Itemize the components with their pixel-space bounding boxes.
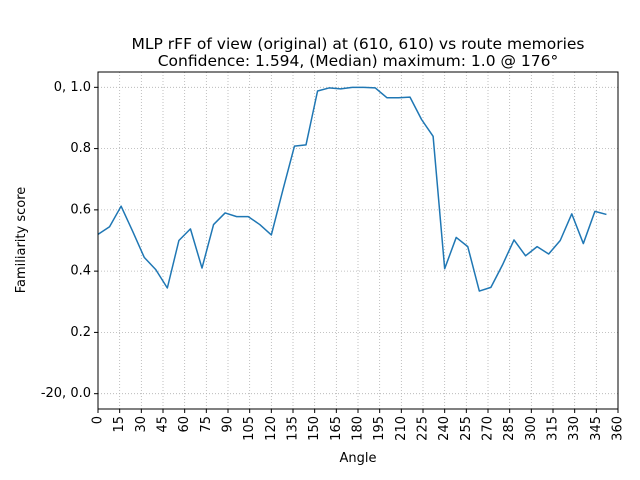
x-tick-label: 360 [611, 416, 626, 441]
x-tick-label: 270 [481, 416, 496, 441]
x-tick-label: 255 [459, 416, 474, 441]
y-tick-label: 0.8 [70, 141, 91, 156]
x-axis-label: Angle [340, 451, 377, 466]
x-tick-label: 240 [437, 416, 452, 441]
x-tick-label: 330 [567, 416, 582, 441]
x-tick-label: 135 [286, 416, 301, 441]
x-tick-label: 150 [307, 416, 322, 441]
chart-title-line-1: MLP rFF of view (original) at (610, 610)… [132, 35, 585, 53]
axis-ticks: 0 15 30 45 60 75 90 105 120 135 150 165 180 195 210 225… [41, 80, 626, 441]
x-tick-label: 90 [221, 416, 236, 433]
x-tick-label: 345 [589, 416, 604, 441]
x-tick-label: 315 [546, 416, 561, 441]
x-tick-label: 165 [329, 416, 344, 441]
chart-title-line-2: Confidence: 1.594, (Median) maximum: 1.0… [158, 52, 559, 70]
y-tick-label: 0.2 [70, 325, 91, 340]
x-tick-label: 45 [156, 416, 171, 433]
x-tick-label: 195 [372, 416, 387, 441]
x-tick-label: 120 [264, 416, 279, 441]
x-tick-label: 180 [351, 416, 366, 441]
x-tick-label: 210 [394, 416, 409, 441]
x-tick-label: 300 [524, 416, 539, 441]
x-tick-label: 75 [199, 416, 214, 433]
y-tick-label: 0.6 [70, 202, 91, 217]
x-tick-label: 285 [502, 416, 517, 441]
x-tick-label: 15 [112, 416, 127, 433]
y-tick-label: 0, 1.0 [54, 80, 91, 95]
x-tick-label: 60 [177, 416, 192, 433]
x-tick-label: 105 [242, 416, 257, 441]
x-tick-label: 225 [416, 416, 431, 441]
x-tick-label: 30 [134, 416, 149, 433]
y-tick-label: -20, 0.0 [41, 386, 91, 401]
y-axis-label: Familiarity score [14, 187, 29, 294]
y-tick-label: 0.4 [70, 264, 91, 279]
x-tick-label: 0 [91, 416, 106, 424]
